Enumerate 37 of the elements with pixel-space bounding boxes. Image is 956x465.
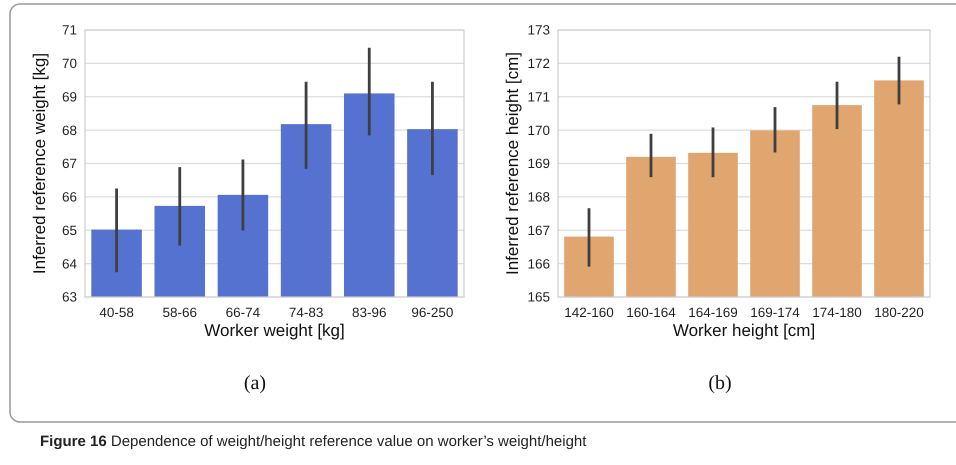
x-tick-label: 96-250: [411, 305, 454, 320]
text: (a): [244, 372, 266, 394]
x-tick-label: 180-220: [874, 305, 924, 320]
x-tick-label: 66-74: [226, 305, 261, 320]
y-tick-label: 165: [527, 290, 550, 305]
x-axis-title: Worker height [cm]: [672, 321, 816, 340]
x-tick-label: 174-180: [812, 305, 862, 320]
y-tick-label: 172: [527, 56, 550, 72]
x-axis-title: Worker weight [kg]: [204, 321, 345, 340]
x-tick-label: 164-169: [688, 305, 738, 320]
y-tick-label: 166: [527, 256, 550, 272]
x-tick-label: 74-83: [288, 305, 324, 320]
y-tick-label: 168: [527, 190, 550, 205]
y-tick-label: 65: [62, 222, 77, 238]
y-tick-label: 171: [527, 89, 550, 104]
x-tick-label: 169-174: [750, 305, 800, 320]
x-tick-label: 58-66: [162, 305, 198, 320]
y-tick-label: 167: [527, 222, 550, 238]
x-tick-label: 83-96: [352, 305, 387, 320]
y-tick-label: 66: [62, 190, 77, 205]
y-tick-label: 170: [527, 122, 550, 138]
text: (b): [708, 372, 732, 394]
y-axis-title: Inferred reference weight [kg]: [30, 52, 49, 274]
x-tick-label: 142-160: [564, 305, 614, 320]
y-tick-label: 68: [62, 122, 77, 138]
x-tick-label: 40-58: [99, 305, 134, 320]
y-tick-label: 67: [62, 156, 77, 172]
y-tick-label: 71: [62, 22, 77, 38]
caption: Figure 16 Dependence of weight/height reference value on worker’s weight/height: [40, 433, 588, 450]
x-tick-label: 160-164: [626, 305, 676, 320]
y-tick-label: 70: [62, 56, 77, 72]
y-tick-label: 69: [62, 89, 77, 104]
y-tick-label: 173: [527, 22, 550, 38]
y-axis-title: Inferred reference height [cm]: [503, 52, 522, 276]
y-tick-label: 63: [62, 290, 77, 305]
y-tick-label: 64: [62, 256, 78, 272]
y-tick-label: 169: [527, 156, 550, 172]
